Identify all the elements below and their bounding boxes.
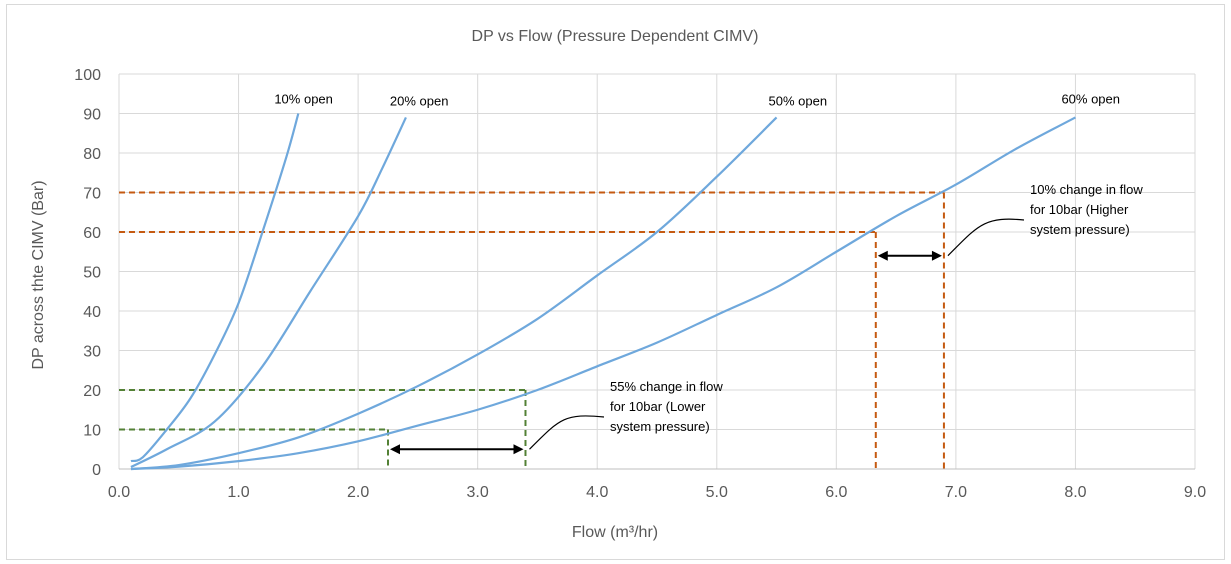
annotation-text: system pressure)	[1030, 222, 1130, 237]
reference-lines	[119, 191, 945, 469]
gridlines	[118, 73, 1196, 470]
labels: 0.0 1.0 2.0 3.0 4.0 5.0 6.0 7.0 8.0 9.0 0 10 20 30 40 5…	[74, 67, 1206, 501]
x-tick-label: 3.0	[467, 484, 489, 501]
series-label: 60% open	[1061, 91, 1120, 106]
y-tick-label: 90	[83, 107, 101, 124]
series-lines	[130, 113, 1076, 471]
annotation-text: 10% change in flow	[1030, 182, 1143, 197]
y-tick-label: 0	[92, 462, 101, 479]
x-tick-label: 6.0	[825, 484, 847, 501]
annotation-text: for 10bar (Higher	[1030, 202, 1129, 217]
series-line	[130, 116, 1076, 471]
x-tick-label: 4.0	[586, 484, 608, 501]
x-tick-label: 8.0	[1064, 484, 1086, 501]
y-tick-label: 100	[74, 67, 101, 84]
series-label: 10% open	[274, 92, 333, 107]
y-tick-label: 30	[83, 344, 101, 361]
x-axis-title: Flow (m³/hr)	[572, 524, 658, 541]
series-line	[130, 116, 778, 471]
annotation-callout	[947, 218, 1025, 257]
chart-title: DP vs Flow (Pressure Dependent CIMV)	[472, 28, 759, 45]
annotation-callout	[529, 415, 605, 450]
y-tick-label: 40	[83, 304, 101, 321]
y-tick-label: 60	[83, 225, 101, 242]
chart-canvas: 0.0 1.0 2.0 3.0 4.0 5.0 6.0 7.0 8.0 9.0 0 10 20 30 40 5…	[30, 28, 1206, 541]
annotation-text: for 10bar (Lower	[610, 399, 706, 414]
arrowhead	[390, 444, 400, 455]
x-tick-label: 7.0	[945, 484, 967, 501]
y-tick-label: 20	[83, 383, 101, 400]
arrowhead	[931, 250, 942, 261]
y-axis-title: DP across thte CIMV (Bar)	[30, 180, 47, 369]
y-tick-label: 50	[83, 265, 101, 282]
arrowhead	[513, 444, 524, 455]
x-tick-label: 1.0	[227, 484, 249, 501]
y-tick-label: 70	[83, 186, 101, 203]
x-tick-label: 9.0	[1184, 484, 1206, 501]
series-label: 50% open	[769, 93, 828, 108]
series-label: 20% open	[390, 93, 449, 108]
series-line	[130, 116, 407, 469]
annotation-text: system pressure)	[610, 419, 710, 434]
flow-change-arrows	[390, 250, 942, 455]
x-tick-label: 0.0	[108, 484, 130, 501]
y-tick-label: 80	[83, 146, 101, 163]
annotation-text: 55% change in flow	[610, 379, 723, 394]
y-tick-label: 10	[83, 423, 101, 440]
chart-frame: 0.0 1.0 2.0 3.0 4.0 5.0 6.0 7.0 8.0 9.0 0 10 20 30 40 5…	[6, 4, 1225, 560]
arrowhead	[877, 250, 888, 261]
series-line	[130, 113, 300, 463]
x-tick-label: 2.0	[347, 484, 369, 501]
x-tick-label: 5.0	[706, 484, 728, 501]
